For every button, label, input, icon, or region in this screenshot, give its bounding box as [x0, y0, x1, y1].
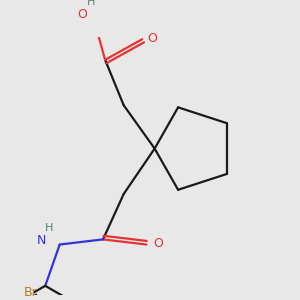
- Text: H: H: [86, 0, 95, 7]
- Text: O: O: [77, 8, 87, 21]
- Text: H: H: [45, 223, 54, 233]
- Text: N: N: [36, 234, 46, 247]
- Text: O: O: [148, 32, 158, 45]
- Text: Br: Br: [23, 286, 37, 299]
- Text: O: O: [153, 237, 163, 250]
